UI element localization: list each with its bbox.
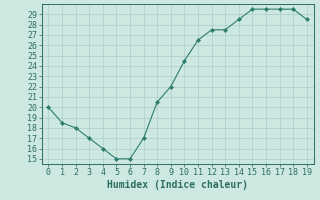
X-axis label: Humidex (Indice chaleur): Humidex (Indice chaleur) — [107, 180, 248, 190]
